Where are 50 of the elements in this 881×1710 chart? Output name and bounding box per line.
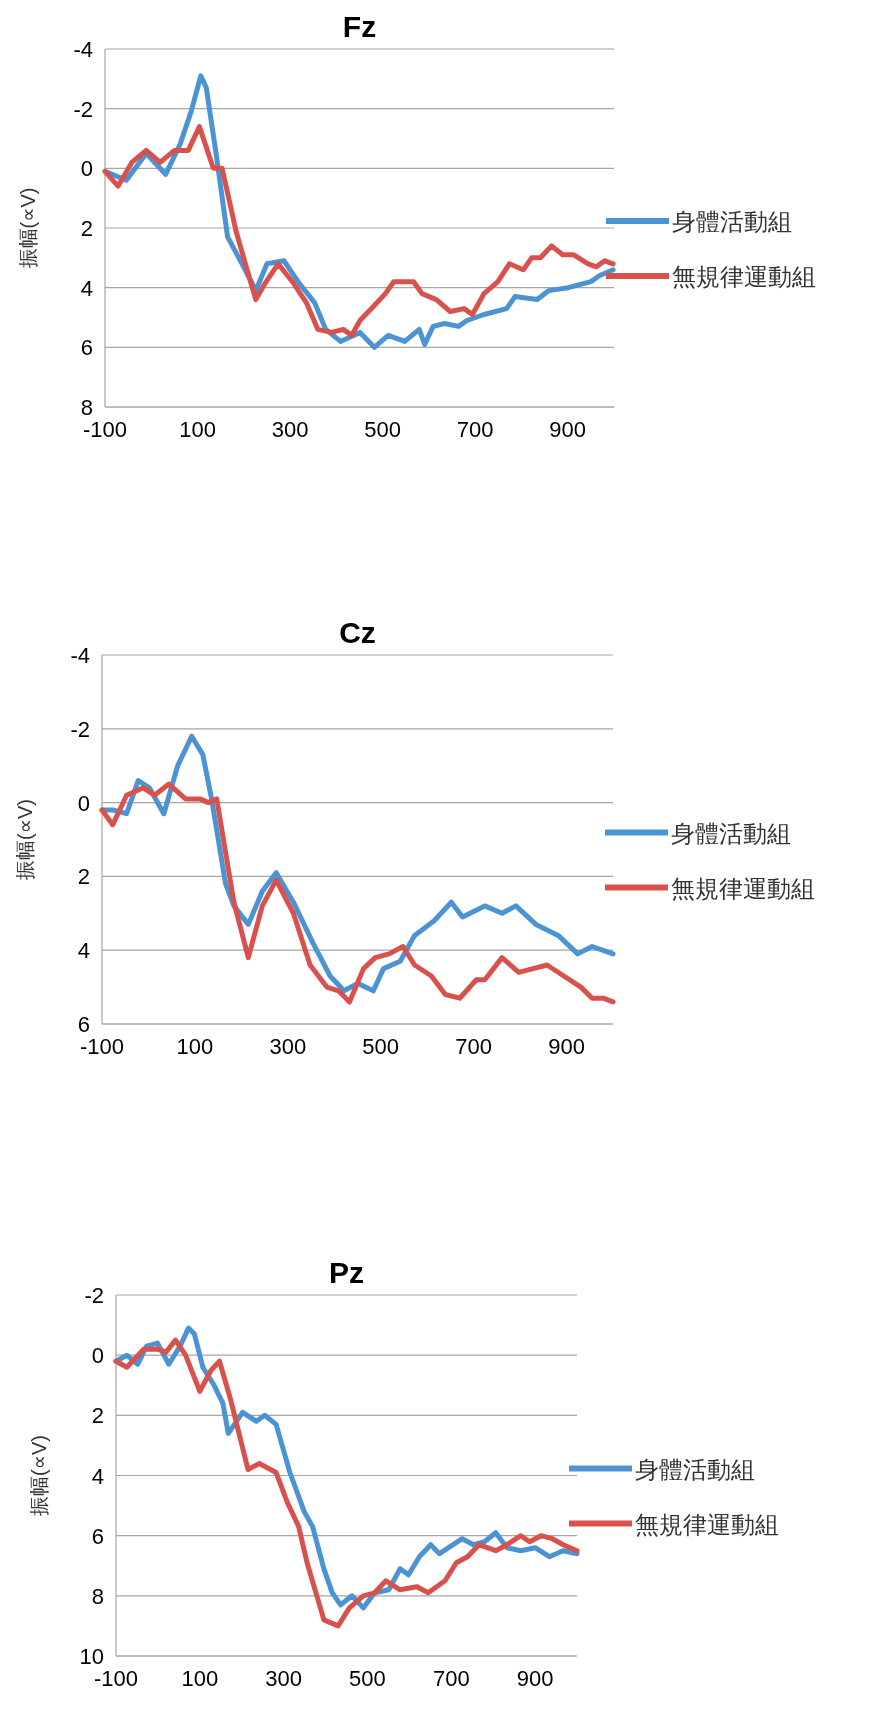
y-tick-label: 0	[80, 156, 93, 182]
x-tick-label: 100	[176, 1034, 214, 1059]
y-tick-label: 2	[80, 216, 93, 241]
y-tick-label: 6	[80, 335, 93, 361]
x-tick-label: -100	[79, 1034, 125, 1059]
x-tick-label: 500	[349, 1666, 386, 1691]
x-tick-label: 700	[432, 1666, 470, 1691]
y-axis-title: 振幅(∝V)	[14, 799, 36, 880]
x-tick-label: 300	[269, 1034, 307, 1059]
y-tick-label: 4	[80, 275, 93, 301]
x-tick-label: 700	[456, 417, 494, 442]
y-tick-label: 4	[91, 1463, 104, 1489]
y-tick-label: 2	[77, 864, 90, 890]
y-tick-label: 0	[77, 790, 90, 816]
legend-label: 無規律運動組	[671, 874, 815, 902]
x-tick-label: 100	[179, 417, 216, 442]
y-tick-label: 6	[77, 1012, 90, 1037]
x-tick-label: -100	[93, 1666, 139, 1691]
x-tick-label: 300	[265, 1666, 302, 1691]
x-tick-label: 900	[516, 1666, 554, 1691]
legend-label: 無規律運動組	[635, 1510, 779, 1538]
x-tick-label: 500	[362, 1034, 400, 1059]
y-axis-title: 振幅(∝V)	[28, 1435, 50, 1516]
x-tick-label: 100	[181, 1666, 219, 1691]
chart-title: Fz	[342, 10, 377, 43]
y-tick-label: 0	[91, 1343, 104, 1369]
y-tick-label: 6	[91, 1523, 104, 1549]
y-tick-label: 8	[91, 1583, 104, 1609]
legend-label: 身體活動組	[672, 208, 792, 235]
y-tick-label: -2	[70, 716, 90, 742]
x-tick-label: 700	[455, 1034, 492, 1059]
y-tick-label: 8	[80, 395, 93, 420]
y-tick-label: -2	[84, 1283, 104, 1308]
legend-label: 身體活動組	[635, 1455, 755, 1483]
x-tick-label: -100	[82, 417, 128, 442]
y-tick-label: 10	[79, 1644, 104, 1669]
legend-label: 無規律運動組	[672, 263, 816, 290]
legend-label: 身體活動組	[671, 819, 791, 847]
y-axis-title: 振幅(∝V)	[17, 187, 39, 269]
chart-title: Pz	[328, 1256, 365, 1289]
x-tick-label: 900	[549, 417, 587, 442]
y-tick-label: -4	[70, 643, 90, 668]
x-tick-label: 500	[364, 417, 401, 442]
x-tick-label: 900	[548, 1034, 585, 1059]
x-tick-label: 300	[271, 417, 309, 442]
chart-title: Cz	[339, 616, 376, 649]
y-tick-label: -4	[73, 37, 93, 62]
y-tick-label: 2	[91, 1403, 104, 1429]
y-tick-label: -2	[73, 96, 93, 122]
y-tick-label: 4	[77, 938, 90, 964]
